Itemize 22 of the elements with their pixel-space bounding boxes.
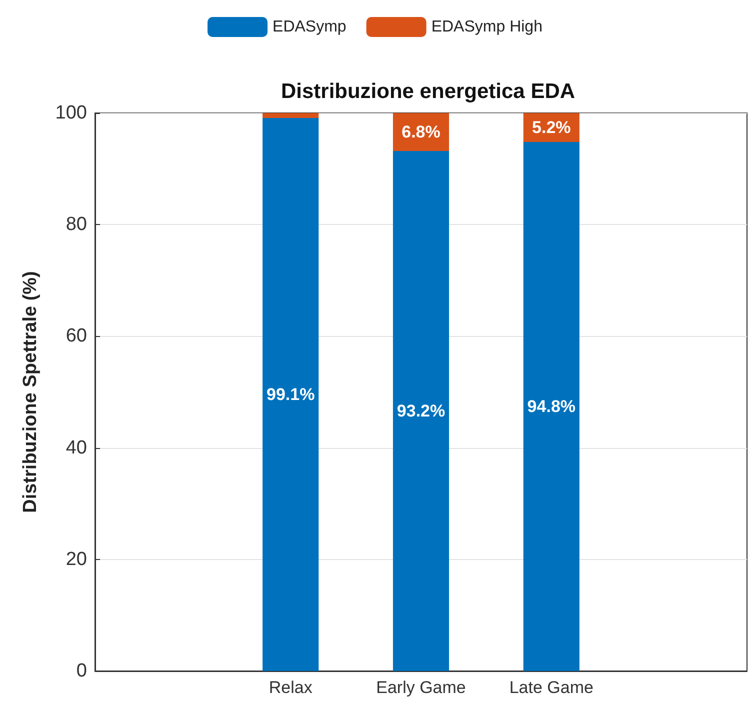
bar (262, 113, 319, 118)
x-tick-label: Relax (268, 678, 313, 697)
y-tick-label: 20 (66, 548, 87, 570)
data-label: 6.8% (402, 122, 440, 142)
y-tick-label: 100 (55, 102, 87, 124)
chart-title: Distribuzione energetica EDA (280, 80, 576, 103)
legend-label: EDASymp High (431, 18, 542, 36)
y-tick-label: 0 (76, 660, 87, 682)
legend-label: EDASymp (272, 18, 346, 36)
y-tick-label: 40 (66, 437, 87, 458)
bar (523, 142, 580, 671)
data-label: 93.2% (396, 401, 446, 420)
x-tick-label: Early Game (376, 678, 466, 697)
bar (262, 118, 319, 671)
x-tick-label: Late Game (509, 678, 594, 697)
data-label: 99.1% (266, 385, 315, 404)
data-label: 94.8% (527, 397, 576, 416)
bar (392, 150, 450, 671)
data-label: 5.2% (532, 118, 571, 138)
y-tick-label: 60 (66, 326, 87, 347)
y-axis-title: Distribuzione Spettrale (%) (20, 271, 41, 513)
y-tick-label: 80 (66, 214, 87, 236)
